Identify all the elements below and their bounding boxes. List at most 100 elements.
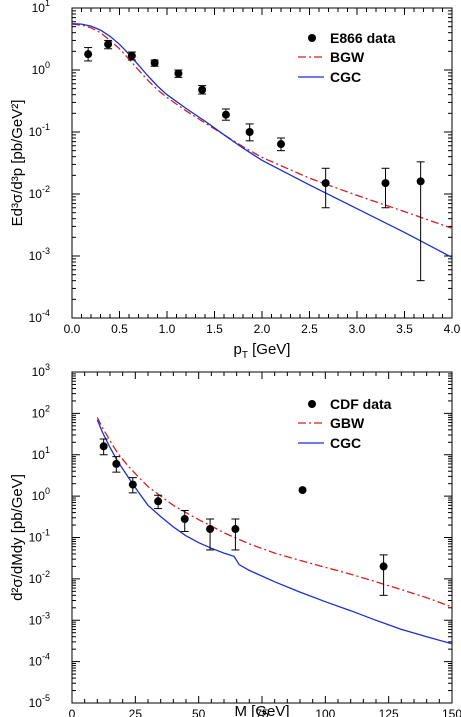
y-tick-exponent: -4	[42, 652, 50, 662]
y-tick-label: 101	[32, 0, 50, 15]
x-tick-label: 1.5	[206, 322, 223, 336]
plot-frame	[71, 371, 453, 704]
data-point	[221, 110, 230, 119]
y-tick-base: 10	[29, 187, 43, 201]
y-tick-exponent: 0	[45, 60, 50, 70]
y-tick-label: 102	[32, 403, 50, 420]
y-tick-label: 10-1	[29, 528, 50, 545]
y-tick-label: 10-4	[29, 308, 50, 325]
x-axis-title-main: p	[234, 341, 242, 358]
y-axis-title: d²σ/dMdy [pb/GeV]	[9, 474, 26, 601]
legend-marker-data	[308, 400, 316, 408]
legend-label-data: E866 data	[330, 30, 396, 46]
data-point	[104, 40, 113, 49]
y-tick-exponent: 3	[45, 362, 50, 372]
x-tick-label: 50	[192, 707, 206, 717]
chart-panel-2: 0 25 50 75 100 125 15010-510-410-310-210-11001…	[9, 362, 461, 717]
data-point	[198, 85, 207, 94]
y-tick-exponent: -2	[42, 569, 50, 579]
legend-label-cgc: CGC	[330, 69, 361, 85]
y-tick-label: 10-1	[29, 122, 50, 139]
y-tick-base: 10	[29, 613, 43, 627]
x-tick-label: 100	[315, 707, 335, 717]
data-point	[127, 51, 136, 60]
plot-area	[72, 22, 452, 282]
y-tick-label: 10-5	[29, 693, 50, 710]
data-point	[150, 58, 159, 67]
x-axis-title-unit: [GeV]	[248, 341, 291, 358]
x-tick-label: 4.0	[444, 322, 461, 336]
plot-area	[96, 417, 452, 645]
y-tick-exponent: 1	[45, 445, 50, 455]
y-tick-exponent: -2	[42, 184, 50, 194]
y-tick-exponent: 0	[45, 486, 50, 496]
data-point	[174, 69, 183, 78]
y-tick-label: 101	[32, 445, 50, 462]
data-point	[381, 179, 390, 188]
legend: CDF data GBW CGC	[298, 396, 392, 451]
x-tick-label: 25	[129, 707, 143, 717]
curve-gbw	[96, 417, 452, 608]
data-point	[298, 486, 307, 495]
curve-cgc	[96, 419, 452, 645]
y-tick-base: 10	[29, 249, 43, 263]
y-tick-exponent: -3	[42, 246, 50, 256]
y-tick-label: 10-2	[29, 569, 50, 586]
legend-label-data: CDF data	[330, 396, 392, 412]
x-axis-title: M [GeV]	[234, 703, 289, 717]
x-tick-label: 2.5	[301, 322, 318, 336]
data-point	[99, 442, 108, 451]
data-point	[231, 525, 240, 534]
y-tick-label: 100	[32, 60, 50, 77]
data-point	[180, 514, 189, 523]
y-tick-exponent: 1	[45, 0, 50, 8]
y-tick-base: 10	[29, 125, 43, 139]
y-tick-exponent: -1	[42, 528, 50, 538]
y-tick-base: 10	[29, 572, 43, 586]
x-tick-label: 125	[379, 707, 399, 717]
y-tick-base: 10	[32, 365, 46, 379]
data-point	[416, 177, 425, 186]
y-tick-label: 10-3	[29, 246, 50, 263]
data-point	[154, 497, 163, 506]
x-tick-label: 3.0	[349, 322, 366, 336]
legend-marker-data	[308, 34, 316, 42]
x-axis-title-main: M [GeV]	[234, 703, 289, 717]
legend-label-bgw: BGW	[330, 49, 365, 65]
y-tick-label: 100	[32, 486, 50, 503]
y-tick-base: 10	[32, 406, 46, 420]
data-point	[379, 562, 388, 571]
y-tick-base: 10	[32, 1, 46, 15]
data-point	[245, 128, 254, 136]
data-point	[112, 459, 121, 468]
x-tick-label: 0.0	[64, 322, 81, 336]
x-tick-label: 2.0	[254, 322, 271, 336]
curve-cgc	[72, 22, 452, 258]
x-tick-label: 0	[69, 707, 76, 717]
x-tick-label: 1.0	[159, 322, 176, 336]
y-tick-exponent: -5	[42, 693, 50, 703]
x-tick-label: 150	[442, 707, 461, 717]
y-tick-base: 10	[32, 63, 46, 77]
y-tick-base: 10	[29, 655, 43, 669]
y-tick-exponent: -1	[42, 122, 50, 132]
data-point	[206, 525, 215, 534]
data-point	[277, 140, 285, 149]
data-point	[84, 50, 93, 59]
legend: E866 data BGW CGC	[298, 30, 396, 85]
y-tick-base: 10	[32, 448, 46, 462]
y-tick-label: 10-2	[29, 184, 50, 201]
y-axis-title: Ed³σ/d³p [pb/GeV²]	[9, 100, 26, 227]
y-tick-label: 10-4	[29, 652, 50, 669]
y-tick-label: 103	[32, 362, 50, 379]
y-tick-base: 10	[29, 311, 43, 325]
chart-panel-1: 0.0 0.5 1.0 1.5 2.0 2.5 3.0 3.5 4.010-410-310-21…	[9, 0, 461, 361]
y-tick-exponent: -3	[42, 610, 50, 620]
legend-label-gbw: GBW	[330, 415, 365, 431]
x-tick-label: 3.5	[396, 322, 413, 336]
x-tick-label: 0.5	[111, 322, 128, 336]
x-tick-label: 75	[255, 707, 269, 717]
x-axis-title: pT [GeV]	[234, 341, 291, 361]
y-tick-exponent: -4	[42, 308, 50, 318]
